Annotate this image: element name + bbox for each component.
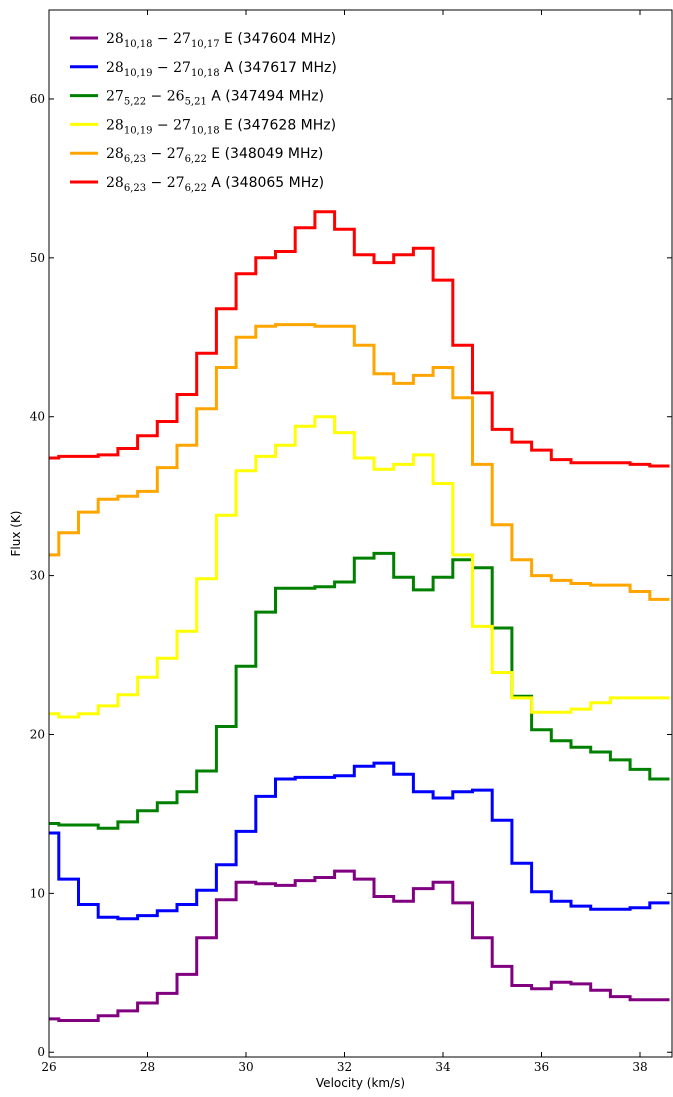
x-tick-label: 36 (534, 1060, 549, 1074)
y-tick-label: 50 (30, 251, 45, 265)
legend-label-4: 2810,19 − 2710,18 E (347628 MHz) (106, 117, 336, 136)
legend-label-3: 275,22 − 265,21 A (347494 MHz) (106, 89, 324, 108)
y-tick-label: 20 (30, 727, 45, 741)
series-line-5 (49, 323, 670, 601)
legend-label-5: 286,23 − 276,22 E (348049 MHz) (106, 146, 323, 165)
y-tick-label: 40 (30, 410, 45, 424)
series-line-2 (49, 761, 670, 921)
series-line-4 (49, 415, 670, 719)
tick-layer: 26 28 30 32 34 36 38 0 10 20 30 40 50 60 (30, 10, 672, 1074)
x-tick-label: 28 (140, 1060, 155, 1074)
x-tick-label: 30 (238, 1060, 253, 1074)
legend-label-1: 2810,18 − 2710,17 E (347604 MHz) (106, 31, 336, 50)
legend-label-6: 286,23 − 276,22 A (348065 MHz) (106, 175, 324, 194)
y-tick-label: 10 (30, 886, 45, 900)
y-axis-label: Flux (K) (9, 511, 23, 557)
series-layer (49, 210, 670, 1022)
x-axis-label: Velocity (km/s) (316, 1076, 405, 1090)
series-line-1 (49, 869, 670, 1022)
legend-label-2: 2810,19 − 2710,18 A (347617 MHz) (106, 60, 337, 79)
series-line-6 (49, 210, 670, 468)
plot-frame (48, 9, 673, 1058)
x-tick-label: 32 (337, 1060, 352, 1074)
y-tick-label: 0 (37, 1045, 45, 1059)
y-tick-label: 60 (30, 92, 45, 106)
legend: 2810,18 − 2710,17 E (347604 MHz) 2810,19 … (70, 31, 337, 194)
x-tick-label: 26 (41, 1060, 56, 1074)
series-line-3 (49, 551, 670, 830)
x-tick-label: 34 (435, 1060, 451, 1074)
y-tick-label: 30 (30, 569, 45, 583)
x-tick-label: 38 (632, 1060, 647, 1074)
